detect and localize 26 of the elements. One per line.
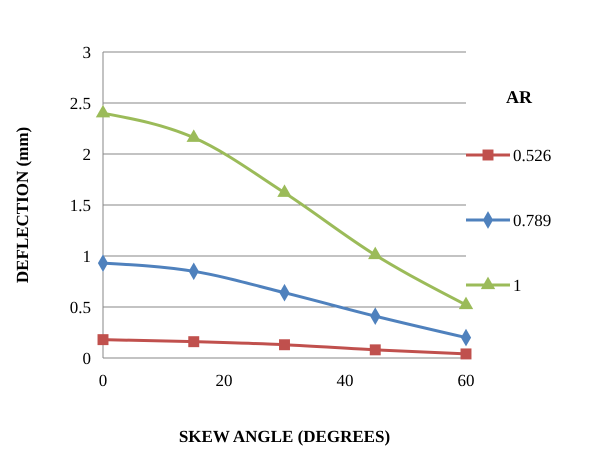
y-tick-label: 3: [82, 42, 91, 62]
y-tick-label: 2: [82, 144, 91, 164]
point: [277, 184, 292, 197]
point: [460, 348, 472, 360]
x-tick-label: 60: [458, 371, 474, 390]
y-tick-label: 1: [82, 246, 91, 266]
y-axis-title: DEFLECTION (mm): [13, 126, 32, 284]
y-tick-label: 2.5: [70, 94, 91, 113]
point: [186, 129, 201, 142]
x-tick-label: 40: [336, 371, 354, 390]
x-tick-label: 20: [216, 371, 232, 390]
x-axis-title: SKEW ANGLE (DEGREES): [178, 427, 390, 446]
y-tick-label: 0: [82, 348, 91, 368]
point: [370, 344, 381, 356]
legend-label: 0.526: [513, 146, 552, 165]
legend-label: 0.789: [513, 210, 552, 230]
legend-title: AR: [506, 87, 533, 107]
point: [96, 104, 110, 118]
point: [188, 336, 200, 348]
y-tick-label: 0.5: [70, 298, 91, 317]
legend-label: 1: [513, 276, 522, 295]
y-tick-label: 1.5: [70, 196, 91, 215]
point: [368, 246, 382, 260]
x-tick-label: 0: [98, 371, 108, 390]
point: [98, 334, 108, 346]
point: [279, 339, 290, 350]
